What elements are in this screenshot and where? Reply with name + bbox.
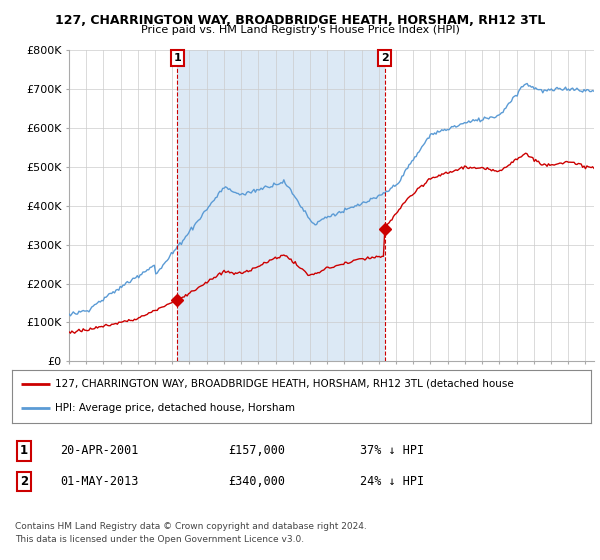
Text: Contains HM Land Registry data © Crown copyright and database right 2024.: Contains HM Land Registry data © Crown c… — [15, 522, 367, 531]
Text: 01-MAY-2013: 01-MAY-2013 — [60, 475, 139, 488]
Text: HPI: Average price, detached house, Horsham: HPI: Average price, detached house, Hors… — [55, 403, 295, 413]
Text: 2: 2 — [20, 475, 28, 488]
Text: 127, CHARRINGTON WAY, BROADBRIDGE HEATH, HORSHAM, RH12 3TL (detached house: 127, CHARRINGTON WAY, BROADBRIDGE HEATH,… — [55, 379, 514, 389]
Text: 127, CHARRINGTON WAY, BROADBRIDGE HEATH, HORSHAM, RH12 3TL: 127, CHARRINGTON WAY, BROADBRIDGE HEATH,… — [55, 14, 545, 27]
Text: £340,000: £340,000 — [228, 475, 285, 488]
Text: Price paid vs. HM Land Registry's House Price Index (HPI): Price paid vs. HM Land Registry's House … — [140, 25, 460, 35]
Text: £157,000: £157,000 — [228, 444, 285, 458]
Text: 1: 1 — [173, 53, 181, 63]
Text: 1: 1 — [20, 444, 28, 458]
Text: 37% ↓ HPI: 37% ↓ HPI — [360, 444, 424, 458]
Text: 2: 2 — [380, 53, 388, 63]
Text: 20-APR-2001: 20-APR-2001 — [60, 444, 139, 458]
Text: 24% ↓ HPI: 24% ↓ HPI — [360, 475, 424, 488]
Bar — [178, 50, 385, 361]
Text: This data is licensed under the Open Government Licence v3.0.: This data is licensed under the Open Gov… — [15, 535, 304, 544]
